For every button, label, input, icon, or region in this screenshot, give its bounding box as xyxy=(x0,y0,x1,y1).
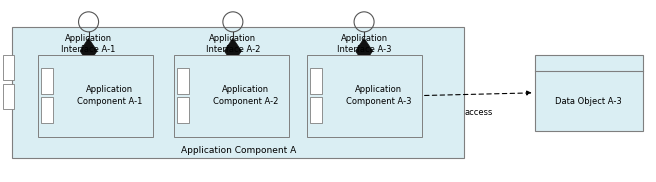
Text: Application
Component A-2: Application Component A-2 xyxy=(213,86,278,106)
Bar xyxy=(3,55,14,80)
Text: Application
Interface A-1: Application Interface A-1 xyxy=(62,34,115,54)
Bar xyxy=(310,97,322,123)
Bar xyxy=(535,55,643,131)
Text: Data Object A-3: Data Object A-3 xyxy=(556,96,622,106)
Text: Application
Interface A-3: Application Interface A-3 xyxy=(337,34,392,54)
Polygon shape xyxy=(224,38,241,64)
Bar xyxy=(12,27,464,158)
Text: access: access xyxy=(464,108,493,117)
Text: Application
Interface A-2: Application Interface A-2 xyxy=(206,34,260,54)
Text: Application Component A: Application Component A xyxy=(180,146,296,155)
Bar xyxy=(41,68,53,94)
Polygon shape xyxy=(80,38,97,64)
Bar xyxy=(310,68,322,94)
Bar xyxy=(307,55,422,136)
Bar xyxy=(177,68,189,94)
Bar xyxy=(38,55,153,136)
Bar xyxy=(177,97,189,123)
Bar xyxy=(3,84,14,109)
Bar xyxy=(174,55,289,136)
Text: Application
Component A-1: Application Component A-1 xyxy=(77,86,142,106)
Polygon shape xyxy=(356,38,373,64)
Text: Application
Component A-3: Application Component A-3 xyxy=(346,86,411,106)
Bar xyxy=(41,97,53,123)
